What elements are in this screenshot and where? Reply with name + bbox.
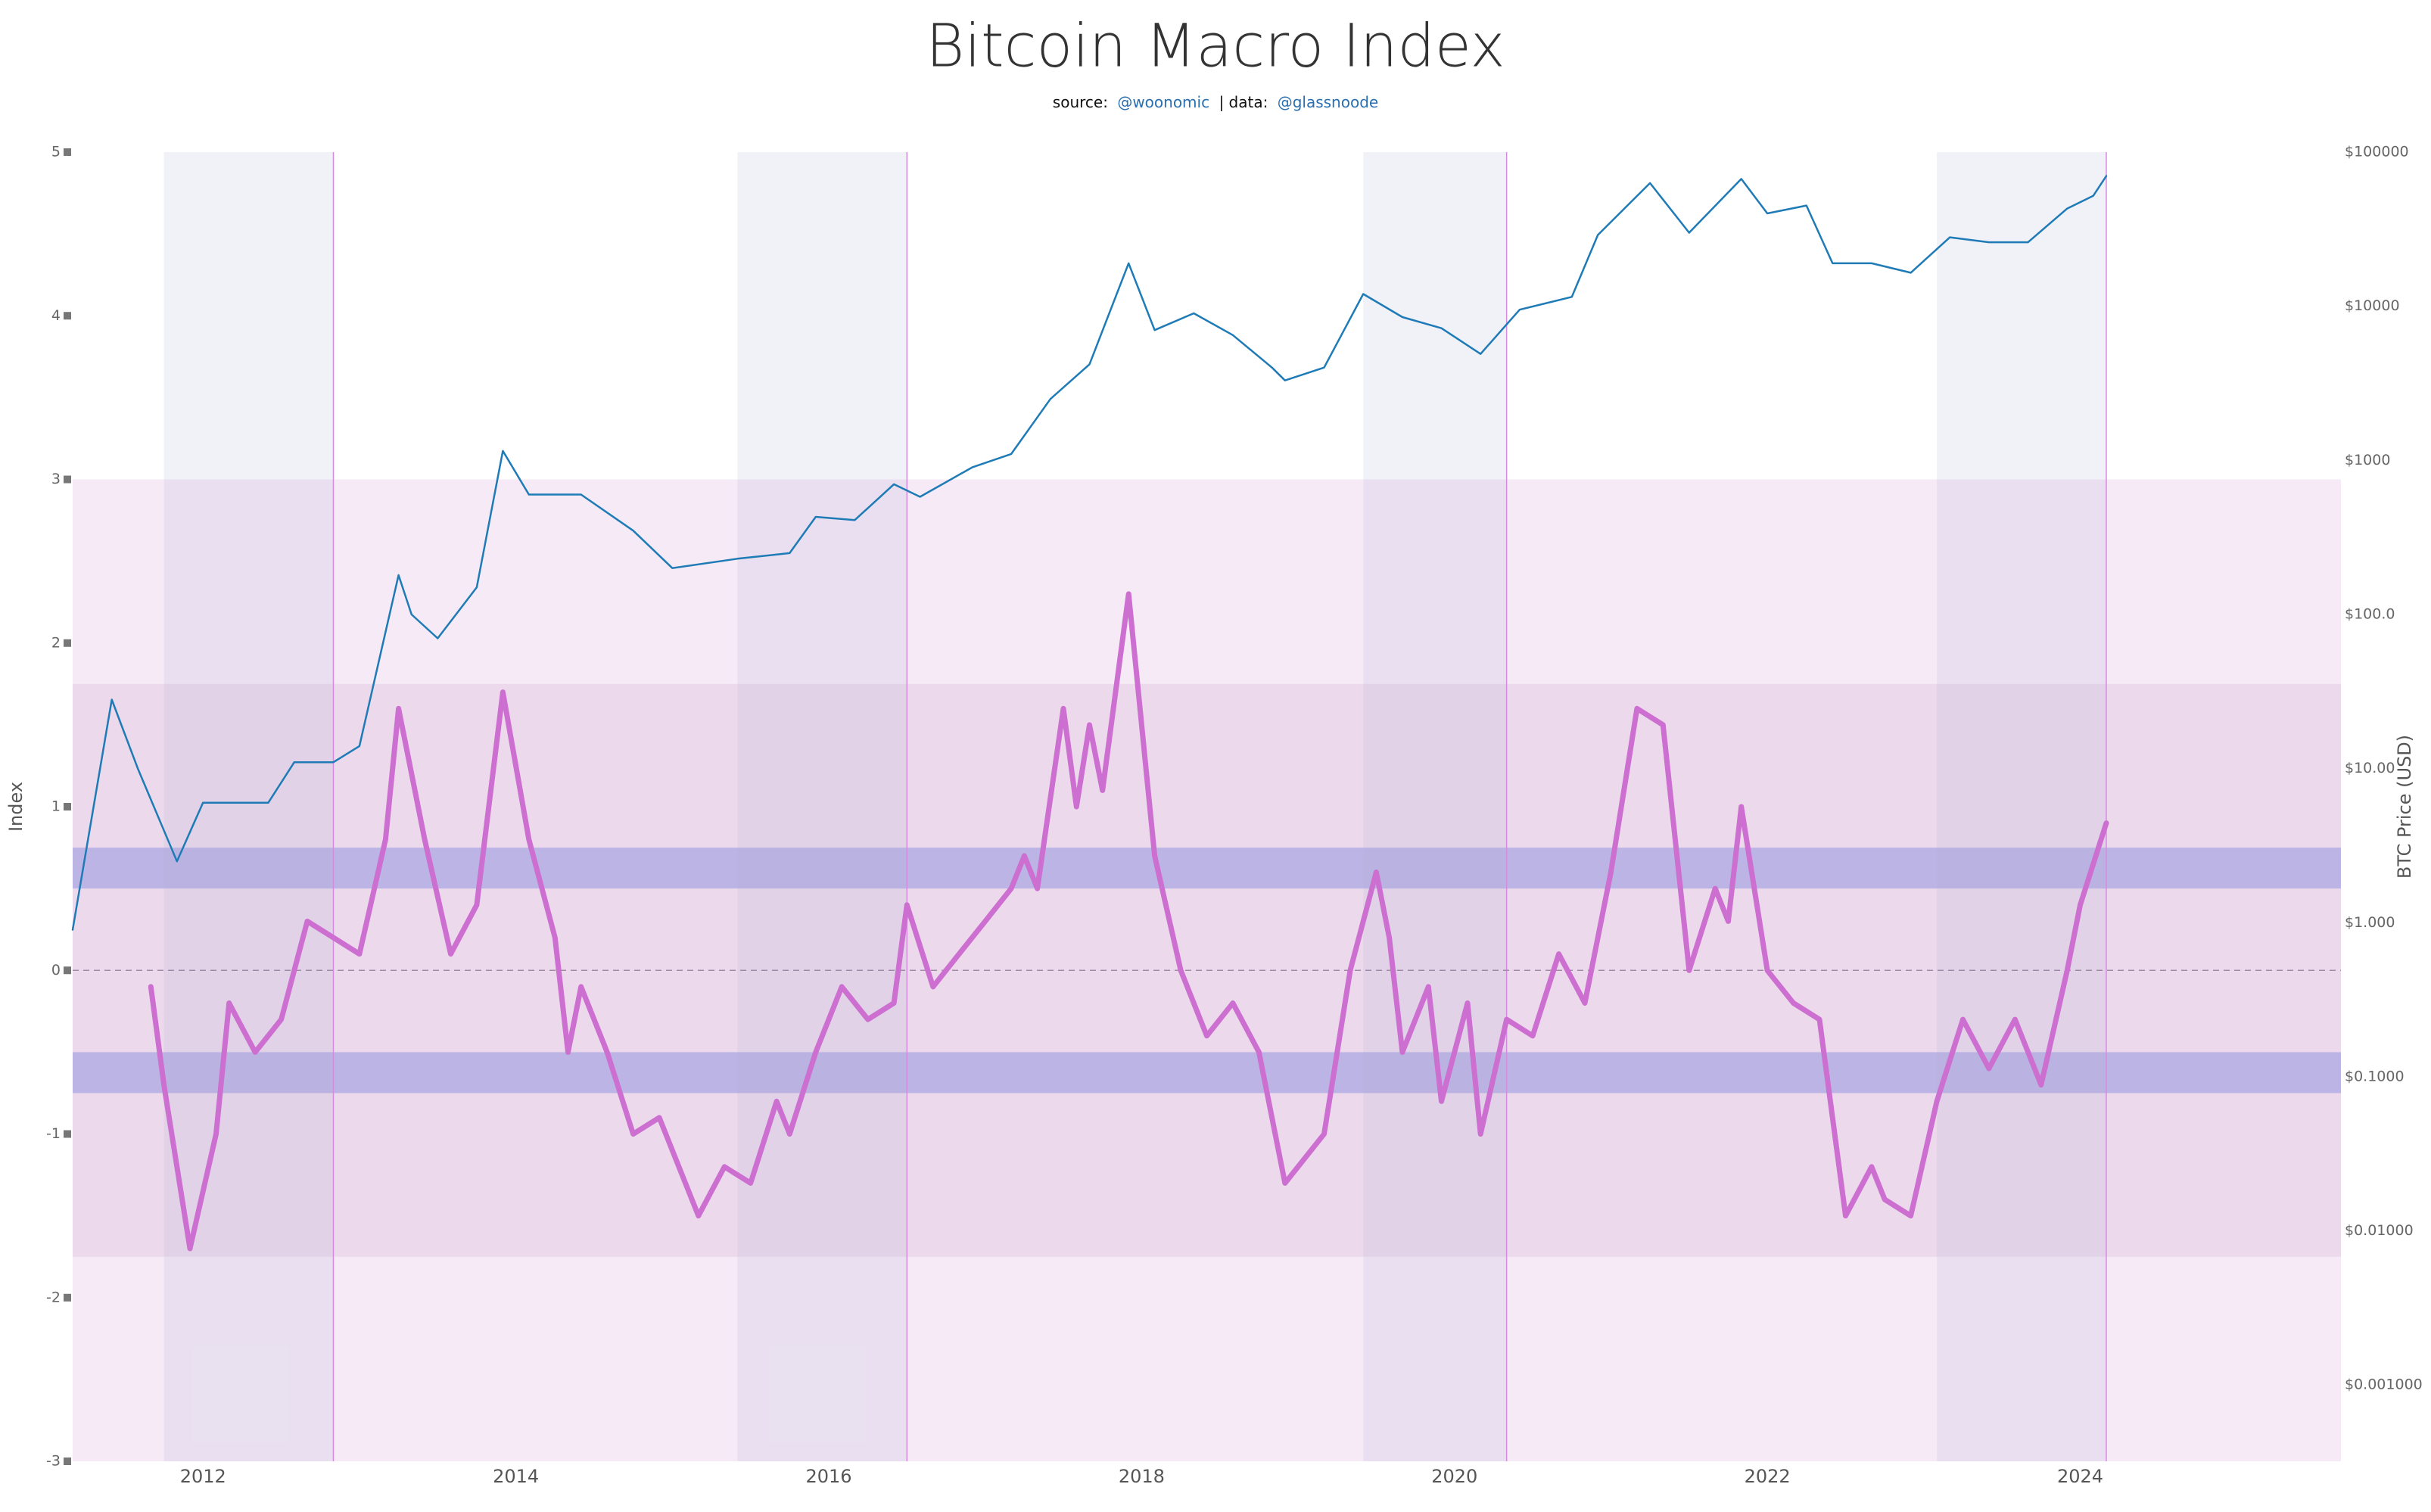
shaded-region <box>1937 152 2106 1461</box>
y-tick-label: -3 <box>46 1453 61 1470</box>
y-tick-mark <box>64 1458 71 1465</box>
shaded-region <box>737 152 907 1461</box>
y-tick-mark <box>64 639 71 647</box>
band <box>73 848 2341 889</box>
y2-tick-label: $100.0 <box>2345 605 2395 622</box>
y2-tick-label: $1000 <box>2345 452 2390 468</box>
price-line <box>71 175 2108 931</box>
y2-tick-label: $10000 <box>2345 297 2400 314</box>
y-tick-label: 3 <box>51 471 61 487</box>
y2-tick-label: $1.000 <box>2345 914 2395 931</box>
y-tick-label: -2 <box>46 1289 61 1305</box>
background-layer <box>73 152 2341 1461</box>
x-tick-label: 2020 <box>1431 1466 1477 1487</box>
y2-tick-label: $100000 <box>2345 144 2409 160</box>
y2-tick-label: $0.001000 <box>2345 1377 2423 1393</box>
x-tick-label: 2022 <box>1745 1466 1791 1487</box>
y-tick-label: 2 <box>51 634 61 651</box>
x-tick-label: 2018 <box>1119 1466 1165 1487</box>
x-tick-label: 2024 <box>2057 1466 2103 1487</box>
subtitle-part: | data: <box>1219 93 1268 111</box>
y-tick-label: 5 <box>51 144 61 160</box>
chart-title: Bitcoin Macro Index <box>926 13 1505 81</box>
index-line <box>148 591 2109 1252</box>
x-tick-label: 2014 <box>493 1466 539 1487</box>
y-tick-mark <box>64 803 71 810</box>
subtitle-link[interactable]: @glassnoode <box>1278 93 1379 111</box>
shaded-region <box>1363 152 1507 1461</box>
y-tick-mark <box>64 1130 71 1138</box>
y-axis-label: Index <box>5 782 26 832</box>
y-tick-mark <box>64 1293 71 1302</box>
y-tick-mark <box>64 475 71 484</box>
y-tick-label: 1 <box>51 798 61 815</box>
y-tick-label: -1 <box>46 1125 61 1142</box>
y-tick-mark <box>64 312 71 320</box>
shaded-region <box>163 152 334 1461</box>
y2-axis-label: BTC Price (USD) <box>2394 735 2415 879</box>
y2-tick-label: $0.01000 <box>2345 1222 2414 1239</box>
subtitle-part: source: <box>1053 93 1108 111</box>
y-tick-label: 4 <box>51 307 61 324</box>
band <box>73 1052 2341 1094</box>
subtitle-link[interactable]: @woonomic <box>1117 93 1209 111</box>
x-tick-label: 2016 <box>805 1466 851 1487</box>
y-tick-mark <box>64 148 71 156</box>
y2-tick-label: $0.1000 <box>2345 1068 2405 1084</box>
y-tick-mark <box>64 966 71 975</box>
x-tick-label: 2012 <box>180 1466 226 1487</box>
y-tick-label: 0 <box>51 962 61 978</box>
y2-tick-label: $10.00 <box>2345 760 2395 776</box>
chart-subtitle: source: @woonomic | data: @glassnoode <box>1053 93 1378 111</box>
